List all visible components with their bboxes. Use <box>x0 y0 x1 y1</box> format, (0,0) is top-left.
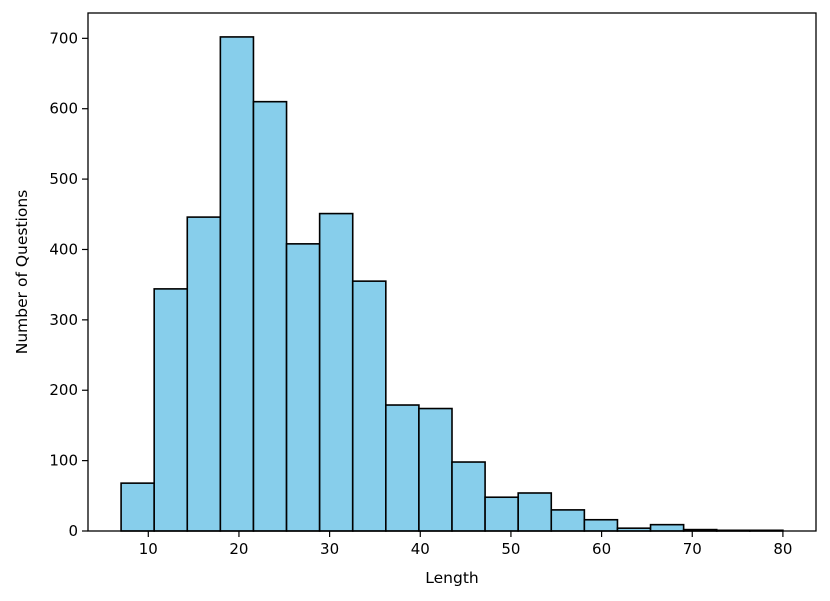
y-tick-label: 300 <box>49 311 78 329</box>
x-tick-label: 70 <box>683 540 702 558</box>
x-tick-label: 30 <box>320 540 339 558</box>
histogram-bar <box>351 280 387 532</box>
histogram-bar <box>517 492 553 532</box>
y-axis-ticks: 0 100 200 300 400 500 600 700 <box>49 29 88 540</box>
histogram-bar <box>318 212 354 532</box>
x-axis-label: Length <box>425 569 478 587</box>
x-tick-label: 40 <box>411 540 430 558</box>
histogram-bar <box>451 461 486 532</box>
histogram-bar <box>120 482 155 532</box>
x-tick-label: 80 <box>773 540 792 558</box>
histogram-bar <box>484 496 519 532</box>
y-axis-label: Number of Questions <box>13 190 31 354</box>
histogram-bar <box>385 404 420 532</box>
histogram-bar <box>649 523 685 532</box>
histogram-bar <box>285 243 321 532</box>
x-axis-ticks: 10 20 30 40 50 60 70 80 <box>139 531 792 558</box>
histogram-bar <box>418 407 453 532</box>
y-tick-label: 200 <box>49 381 78 399</box>
x-tick-label: 10 <box>139 540 158 558</box>
histogram-bar <box>583 518 619 532</box>
x-tick-label: 60 <box>592 540 611 558</box>
histogram-bar <box>219 36 255 532</box>
x-tick-label: 20 <box>229 540 248 558</box>
plot-frame <box>87 12 817 532</box>
y-tick-label: 400 <box>49 240 78 258</box>
y-tick-label: 700 <box>49 29 78 47</box>
histogram-bar <box>186 216 222 532</box>
histogram-bar <box>153 288 189 532</box>
y-tick-label: 0 <box>68 522 78 540</box>
histogram-bar <box>550 509 586 532</box>
x-tick-label: 50 <box>501 540 520 558</box>
y-tick-label: 600 <box>49 100 78 118</box>
bars-group <box>120 36 784 532</box>
y-tick-label: 500 <box>49 170 78 188</box>
y-tick-label: 100 <box>49 452 78 470</box>
histogram-bar <box>252 100 288 532</box>
